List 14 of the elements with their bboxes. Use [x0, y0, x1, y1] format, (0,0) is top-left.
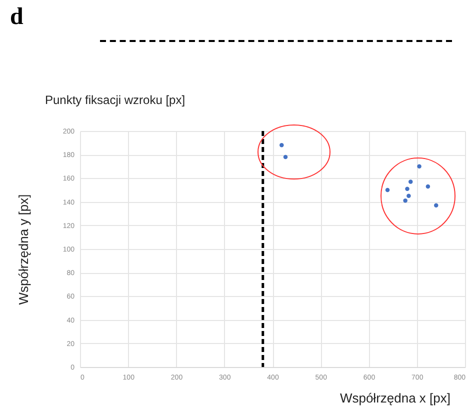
- y-axis-title: Współrzędna y [px]: [16, 194, 31, 305]
- point: [385, 188, 390, 192]
- text: d: [10, 4, 24, 31]
- x-axis-title: Współrzędna x [px]: [340, 390, 450, 406]
- point: [426, 184, 430, 189]
- chart-title: Punkty fiksacji wzroku [px]: [45, 93, 186, 107]
- point: [417, 164, 422, 169]
- point: [434, 203, 438, 208]
- point: [408, 180, 413, 184]
- point: [403, 198, 408, 203]
- point: [283, 154, 288, 160]
- point: [406, 194, 411, 198]
- point: [405, 186, 410, 191]
- point: [280, 143, 284, 148]
